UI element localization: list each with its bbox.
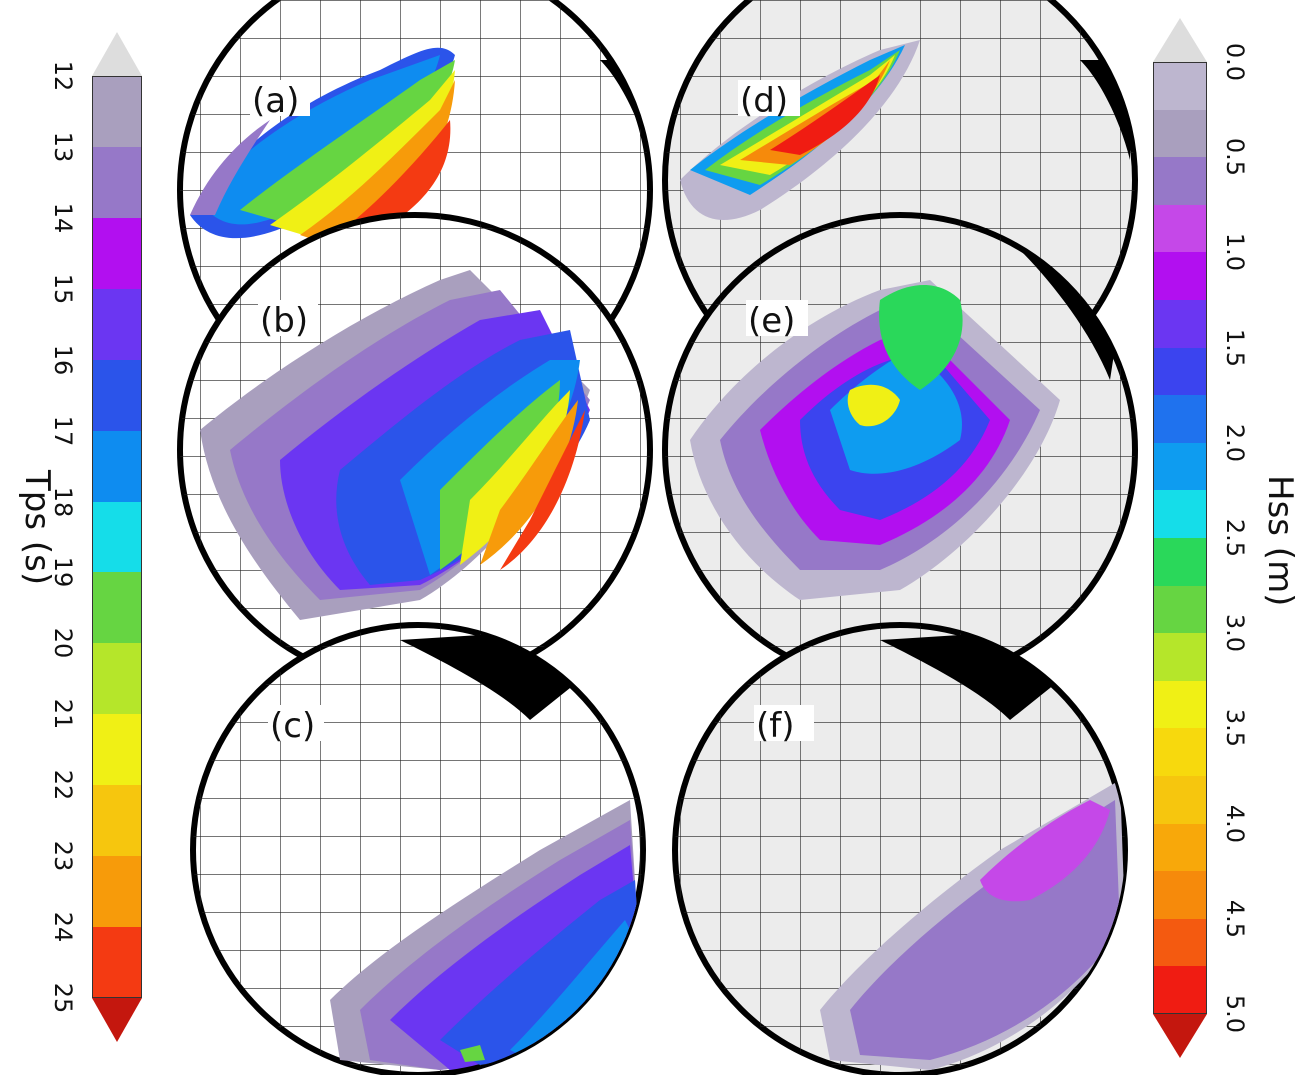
hss-color-segment	[1153, 62, 1207, 111]
tps-tick-label: 17	[49, 415, 77, 446]
tps-color-segment	[92, 146, 142, 219]
hss-color-segment	[1153, 871, 1207, 920]
panel-b-globe: (b)	[177, 212, 653, 688]
tps-tick-label: 24	[49, 911, 77, 943]
hss-color-segment	[1153, 109, 1207, 158]
tps-color-segment	[92, 359, 142, 432]
hss-color-segment	[1153, 776, 1207, 825]
tps-tick-label: 19	[49, 557, 77, 588]
hss-tick-label: 3.5	[1221, 709, 1249, 748]
tps-tick-label: 25	[49, 982, 77, 1014]
panel-c-label: (c)	[270, 706, 315, 746]
panel-c-globe: (c)	[190, 622, 646, 1075]
hss-color-segment	[1153, 442, 1207, 491]
hss-tick-label: 1.0	[1221, 233, 1249, 272]
tps-color-segment	[92, 430, 142, 503]
hss-tick-label: 2.5	[1221, 518, 1249, 558]
tps-tick-label: 21	[49, 699, 77, 730]
tps-color-segment	[92, 785, 142, 857]
hss-tick-label: 4.0	[1221, 804, 1249, 843]
tps-color-segment	[92, 856, 142, 928]
tps-tick-label: 18	[49, 486, 77, 517]
hss-color-segment	[1153, 728, 1207, 777]
hss-color-segment	[1153, 538, 1207, 587]
hss-color-segment	[1153, 823, 1207, 872]
hss-tick-label: 1.5	[1221, 328, 1249, 367]
panel-e-label: (e)	[748, 301, 795, 341]
panel-f-label: (f)	[756, 706, 795, 746]
tps-tick-label: 16	[49, 344, 77, 375]
hss-under-triangle	[1153, 18, 1207, 62]
tps-color-segment	[92, 927, 142, 999]
tps-color-segment	[92, 217, 142, 290]
hss-color-segment	[1153, 490, 1207, 539]
panel-d-label: (d)	[740, 81, 788, 121]
tps-color-segment	[92, 643, 142, 715]
hss-colorbar	[1153, 18, 1207, 1058]
hss-color-segment	[1153, 680, 1207, 729]
hss-tick-label: 3.0	[1221, 614, 1249, 653]
tps-tick-label: 14	[49, 202, 77, 234]
panel-f-globe: (f)	[672, 622, 1128, 1075]
hss-tick-label: 0.5	[1221, 138, 1249, 177]
hss-outline	[1153, 62, 1207, 1014]
hss-color-segment	[1153, 918, 1207, 967]
tps-tick-label: 22	[49, 769, 77, 801]
hss-color-segment	[1153, 347, 1207, 396]
hss-color-segment	[1153, 300, 1207, 349]
tps-under-triangle	[92, 32, 142, 76]
hss-tick-label: 4.5	[1221, 899, 1249, 938]
panel-b-label: (b)	[260, 301, 308, 341]
tps-tick-label: 20	[49, 628, 77, 659]
hss-color-segment	[1153, 633, 1207, 682]
hss-over-triangle	[1153, 1014, 1207, 1058]
hss-tick-label: 2.0	[1221, 423, 1249, 462]
panel-a-label: (a)	[252, 81, 299, 121]
hss-color-segment	[1153, 395, 1207, 444]
hss-tick-label: 5.0	[1221, 994, 1249, 1034]
tps-tick-label: 15	[49, 273, 77, 305]
hss-tick-label: 0.0	[1221, 42, 1249, 82]
tps-color-segment	[92, 501, 142, 573]
hss-color-segment	[1153, 585, 1207, 634]
hss-color-segment	[1153, 204, 1207, 253]
hss-color-segment	[1153, 157, 1207, 206]
tps-color-segment	[92, 714, 142, 786]
tps-over-triangle	[92, 998, 142, 1042]
panel-e-globe: (e)	[662, 212, 1138, 688]
tps-outline	[92, 76, 142, 998]
hss-color-segment	[1153, 252, 1207, 301]
tps-tick-label: 23	[49, 840, 77, 872]
tps-colorbar	[92, 32, 142, 1042]
tps-color-segment	[92, 288, 142, 361]
tps-color-segment	[92, 572, 142, 644]
tps-color-segment	[92, 76, 142, 148]
hss-color-segment	[1153, 966, 1207, 1015]
tps-tick-label: 13	[49, 131, 77, 163]
tps-tick-label: 12	[49, 60, 77, 92]
